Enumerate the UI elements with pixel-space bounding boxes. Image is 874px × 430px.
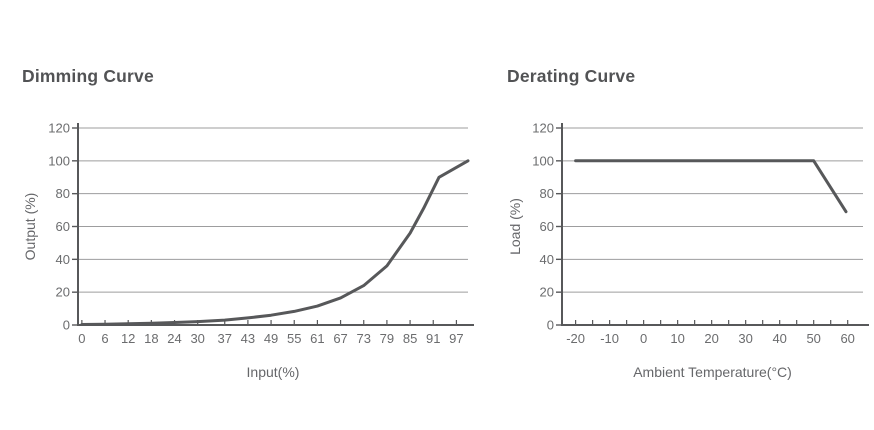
x-tick-label: 50 — [806, 331, 820, 346]
y-tick-label: 40 — [56, 252, 70, 267]
x-tick-label: 97 — [449, 331, 463, 346]
x-tick-label: 73 — [357, 331, 371, 346]
y-tick-label: 100 — [532, 153, 554, 168]
x-tick-label: 67 — [333, 331, 347, 346]
dimming-curve-chart: 0 20 40 60 80 100 120 0 6 12 18 24 30 37 43 49 55 61 67 73 7… — [22, 121, 474, 380]
x-tick-label: 79 — [380, 331, 394, 346]
x-tick-label: 30 — [190, 331, 204, 346]
x-tick-label: -10 — [600, 331, 619, 346]
load-curve-line — [574, 159, 848, 214]
x-tick-label: 18 — [144, 331, 158, 346]
y-tick-label: 0 — [63, 318, 70, 333]
x-tick-label: 61 — [310, 331, 324, 346]
x-tick-label: 0 — [640, 331, 647, 346]
x-tick-label: 10 — [670, 331, 684, 346]
x-tick-label: 12 — [121, 331, 135, 346]
y-tick-label: 0 — [547, 318, 554, 333]
derating-curve-chart: 0 20 40 60 80 100 120 -20 -10 0 10 20 30 40 50 60 Ambien… — [507, 121, 869, 380]
y-axis-title: Load (%) — [507, 198, 523, 255]
x-tick-label: 60 — [840, 331, 854, 346]
x-tick-label: 85 — [403, 331, 417, 346]
y-tick-label: 60 — [540, 219, 554, 234]
x-tick-label: 6 — [101, 331, 108, 346]
x-tick-label: 43 — [241, 331, 255, 346]
derating-curve-title: Derating Curve — [507, 66, 636, 86]
x-tick-label: 20 — [704, 331, 718, 346]
derating-curve-figure: Derating Curve 0 20 40 60 80 100 120 -20 -10 0 10 2… — [505, 56, 874, 405]
dimming-curve-title: Dimming Curve — [22, 66, 154, 86]
x-axis-title: Ambient Temperature(°C) — [633, 364, 792, 380]
x-tick-label: -20 — [566, 331, 585, 346]
x-tick-label: 49 — [264, 331, 278, 346]
y-axis-title: Output (%) — [22, 193, 38, 261]
y-tick-label: 60 — [56, 219, 70, 234]
x-tick-label: 37 — [217, 331, 231, 346]
x-axis-title: Input(%) — [247, 364, 300, 380]
dimming-curve-figure: Dimming Curve 0 20 40 60 80 100 120 0 6 12 18 24 30 3… — [20, 56, 480, 405]
y-tick-label: 120 — [48, 121, 70, 136]
y-tick-label: 40 — [540, 252, 554, 267]
y-tick-label: 20 — [56, 285, 70, 300]
x-tick-label: 40 — [772, 331, 786, 346]
x-tick-label: 91 — [426, 331, 440, 346]
x-tick-label: 30 — [738, 331, 752, 346]
y-tick-label: 20 — [540, 285, 554, 300]
y-tick-label: 80 — [540, 186, 554, 201]
y-tick-label: 80 — [56, 186, 70, 201]
y-tick-label: 120 — [532, 121, 554, 136]
y-tick-label: 100 — [48, 153, 70, 168]
output-curve-line — [80, 159, 470, 326]
x-tick-label: 24 — [167, 331, 181, 346]
x-tick-label: 0 — [78, 331, 85, 346]
x-tick-label: 55 — [287, 331, 301, 346]
